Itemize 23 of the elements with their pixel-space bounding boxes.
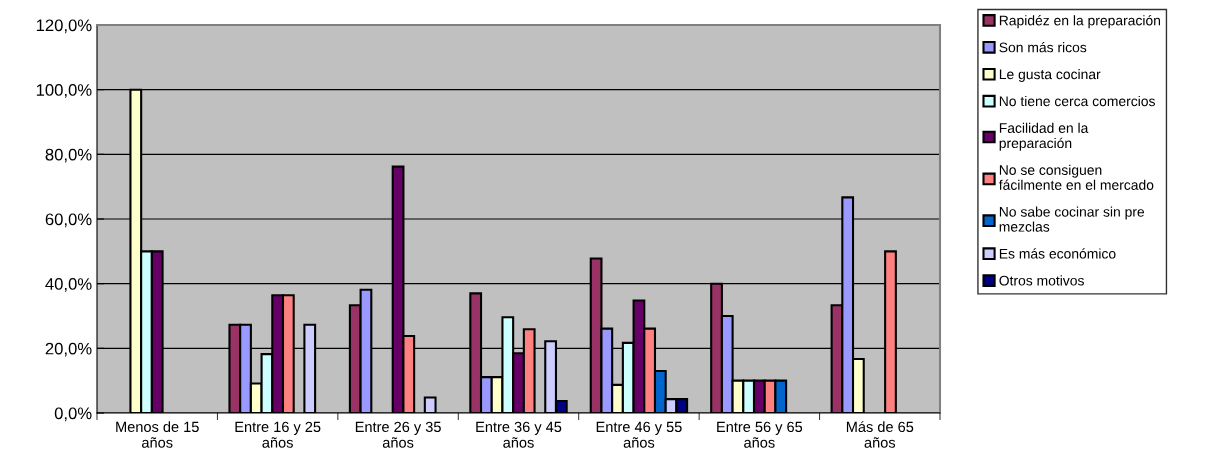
- y-tick-label: 0,0%: [54, 407, 92, 422]
- legend-label: Otros motivos: [999, 275, 1084, 286]
- x-tick-label: Entre 56 y 65 años: [717, 421, 803, 448]
- legend-label: No sabe cocinar sin pre mezclas: [999, 206, 1145, 232]
- y-tick-label: 20,0%: [45, 342, 92, 357]
- legend-label: Es más económico: [999, 248, 1116, 259]
- y-tick-label: 60,0%: [45, 213, 92, 228]
- x-tick-label: Entre 26 y 35 años: [355, 421, 441, 448]
- legend-label: Le gusta cocinar: [999, 69, 1101, 82]
- y-tick-label: 40,0%: [45, 278, 92, 292]
- y-tick-label: 120,0%: [36, 19, 92, 34]
- legend-label: No tiene cerca comercios: [999, 95, 1155, 107]
- legend-label: Facilidad en la preparación: [999, 122, 1089, 151]
- legend-label: No se consiguen fácilmente en el mercado: [998, 164, 1154, 190]
- x-tick-label: Menos de 15 años: [116, 421, 199, 448]
- x-tick-label: Más de 65 años: [846, 421, 914, 448]
- x-tick-label: Entre 36 y 45 años: [476, 421, 562, 448]
- legend-label: Son más ricos: [999, 41, 1087, 53]
- y-tick-label: 80,0%: [45, 148, 92, 163]
- x-tick-label: Entre 46 y 55 años: [596, 421, 682, 448]
- y-tick-label: 100,0%: [36, 84, 92, 98]
- x-tick-label: Entre 16 y 25 años: [235, 421, 321, 448]
- legend-label: Rapidéz en la preparación: [999, 15, 1161, 29]
